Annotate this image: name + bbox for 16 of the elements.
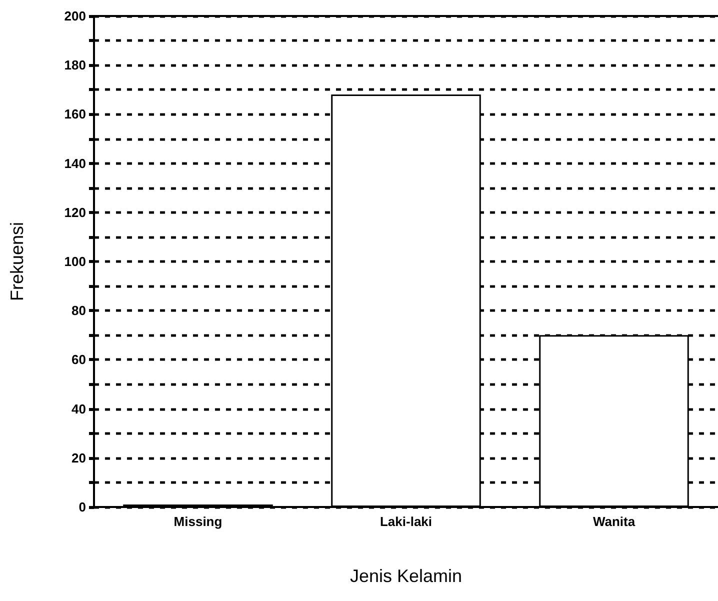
y-tick-label: 140: [64, 156, 86, 171]
y-tick-label: 120: [64, 204, 86, 220]
x-tick-label: Laki-laki: [380, 514, 432, 529]
y-tick-label: 100: [64, 254, 86, 269]
y-axis-title: Frekuensi: [7, 222, 27, 302]
y-tick-label: 40: [72, 401, 86, 416]
y-tick-label: 60: [72, 352, 86, 368]
y-tick-label: 160: [64, 106, 86, 122]
y-tick-label: 0: [78, 500, 86, 514]
y-tick-label: 80: [72, 303, 86, 318]
y-tick-label: 20: [72, 450, 86, 466]
y-tick-label: 180: [64, 58, 86, 73]
x-tick-label: Missing: [174, 514, 222, 529]
x-tick-label: Wanita: [592, 514, 636, 529]
y-tick-label: 200: [64, 8, 86, 24]
x-axis-title: Jenis Kelamin: [350, 566, 462, 586]
